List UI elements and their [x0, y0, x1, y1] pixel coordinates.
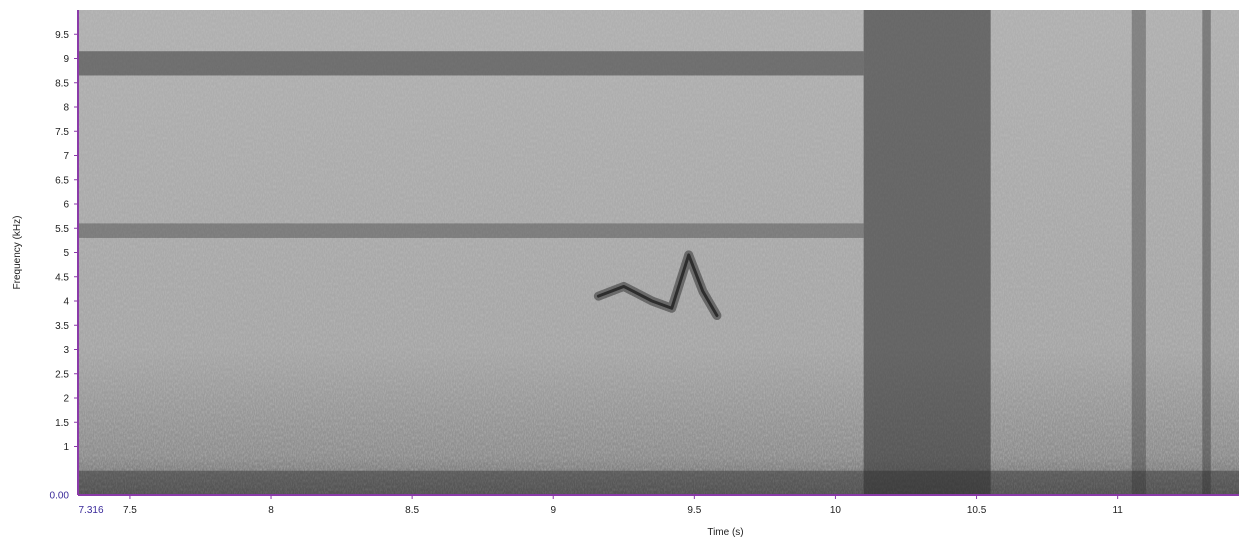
call-contour — [596, 253, 719, 318]
y-tick-label: 8 — [63, 103, 69, 114]
x-tick-label: 11 — [1112, 505, 1123, 516]
y-tick-label: 7 — [63, 151, 69, 162]
x-start-label: 7.316 — [78, 505, 103, 516]
broadband-event-2 — [1131, 10, 1146, 495]
y-tick-label: 8.5 — [55, 78, 69, 89]
plot-area — [78, 10, 1239, 495]
y-tick-label: 9.5 — [55, 30, 69, 41]
y-tick-label: 3.5 — [55, 321, 69, 332]
noise-band-1 — [78, 51, 864, 76]
x-tick-label: 8.5 — [405, 505, 419, 516]
y-tick-label: 4.5 — [55, 272, 69, 283]
noise-band-2 — [78, 223, 864, 238]
y-origin-label: 0.00 — [50, 491, 70, 502]
x-tick-label: 7.5 — [123, 505, 137, 516]
y-tick-label: 5 — [63, 248, 69, 259]
plot-noise-texture — [78, 10, 1239, 495]
y-tick-label: 9 — [63, 54, 69, 65]
y-tick-label: 7.5 — [55, 127, 69, 138]
noise-band-3 — [78, 470, 1239, 495]
x-tick-label: 9.5 — [687, 505, 701, 516]
broadband-event-3 — [1202, 10, 1211, 495]
y-axis-title: Frequency (kHz) — [12, 216, 23, 290]
y-tick-label: 1.5 — [55, 418, 69, 429]
x-tick-label: 10 — [830, 505, 842, 516]
y-tick-label: 3 — [63, 345, 69, 356]
x-tick-label: 9 — [550, 505, 556, 516]
y-tick-label: 6.5 — [55, 175, 69, 186]
broadband-event-1 — [863, 10, 991, 495]
y-tick-label: 1 — [63, 442, 69, 453]
x-tick-label: 10.5 — [967, 505, 987, 516]
x-tick-label: 8 — [268, 505, 274, 516]
y-tick-label: 4 — [63, 297, 69, 308]
y-tick-label: 5.5 — [55, 224, 69, 235]
y-tick-label: 2.5 — [55, 369, 69, 380]
x-axis-title: Time (s) — [707, 527, 743, 538]
y-tick-label: 2 — [63, 394, 69, 405]
y-tick-label: 6 — [63, 200, 69, 211]
